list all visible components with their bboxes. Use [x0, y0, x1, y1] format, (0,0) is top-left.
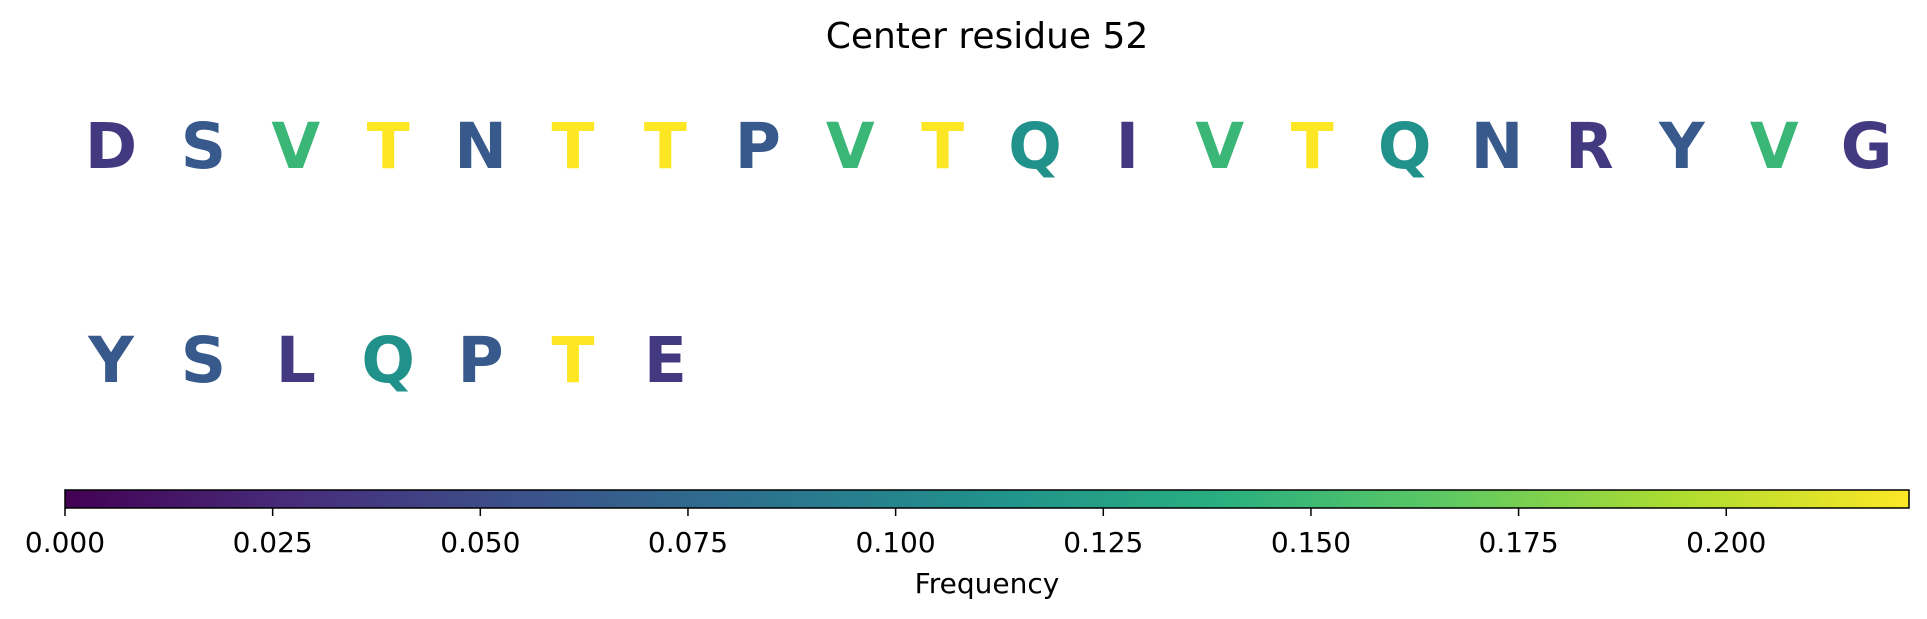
colorbar-tick-label: 0.075	[648, 526, 728, 559]
residue-letter: Y	[87, 324, 135, 397]
residue-letter: Q	[1008, 110, 1062, 183]
colorbar-tick-label: 0.100	[856, 526, 936, 559]
colorbar-ticks: 0.000 0.025 0.050 0.075 0.100 0.125 0.150 0.175…	[25, 508, 1766, 559]
residue-letter: T	[367, 110, 410, 183]
residue-letter: N	[1471, 110, 1524, 183]
residue-grid: D S V T N T T P V T Q I V T Q N R Y V GY S L Q P T E	[85, 110, 1893, 397]
colorbar-label: Frequency	[915, 567, 1060, 600]
residue-letter: I	[1116, 110, 1139, 183]
residue-letter: R	[1565, 110, 1614, 183]
residue-letter: T	[644, 110, 687, 183]
residue-letter: T	[1291, 110, 1334, 183]
residue-letter: T	[552, 110, 595, 183]
residue-letter: T	[921, 110, 964, 183]
residue-letter: P	[458, 324, 504, 397]
residue-letter: V	[271, 110, 320, 183]
residue-letter: N	[454, 110, 507, 183]
colorbar-tick-label: 0.050	[440, 526, 520, 559]
chart-title: Center residue 52	[826, 16, 1149, 57]
colorbar-tick-label: 0.175	[1479, 526, 1559, 559]
colorbar-tick-label: 0.125	[1063, 526, 1143, 559]
residue-letter: L	[276, 324, 316, 397]
residue-letter: S	[181, 324, 226, 397]
residue-letter: P	[735, 110, 781, 183]
residue-letter: V	[826, 110, 875, 183]
residue-letter: G	[1841, 110, 1893, 183]
residue-letter: E	[644, 324, 687, 397]
residue-letter: Q	[1378, 110, 1432, 183]
residue-letter: D	[85, 110, 137, 183]
colorbar-tick-label: 0.000	[25, 526, 105, 559]
residue-letter: V	[1750, 110, 1799, 183]
colorbar-tick-label: 0.025	[233, 526, 313, 559]
colorbar-tick-label: 0.150	[1271, 526, 1351, 559]
residue-letter: S	[181, 110, 226, 183]
residue-letter: V	[1195, 110, 1244, 183]
colorbar-tick-label: 0.200	[1686, 526, 1766, 559]
residue-letter: Q	[361, 324, 415, 397]
residue-letter: T	[552, 324, 595, 397]
residue-letter: Y	[1658, 110, 1706, 183]
colorbar	[64, 489, 1910, 509]
